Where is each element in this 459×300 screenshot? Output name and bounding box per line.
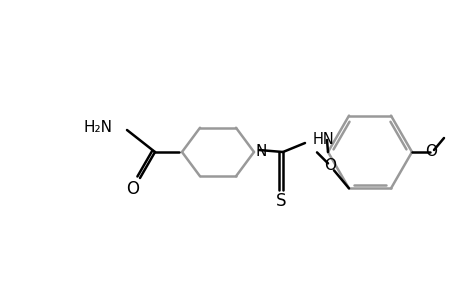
Text: N: N — [255, 145, 266, 160]
Text: O: O — [323, 158, 335, 173]
Text: O: O — [424, 143, 436, 158]
Text: HN: HN — [312, 133, 334, 148]
Text: H₂N: H₂N — [84, 121, 113, 136]
Text: S: S — [275, 192, 285, 210]
Text: O: O — [126, 180, 139, 198]
